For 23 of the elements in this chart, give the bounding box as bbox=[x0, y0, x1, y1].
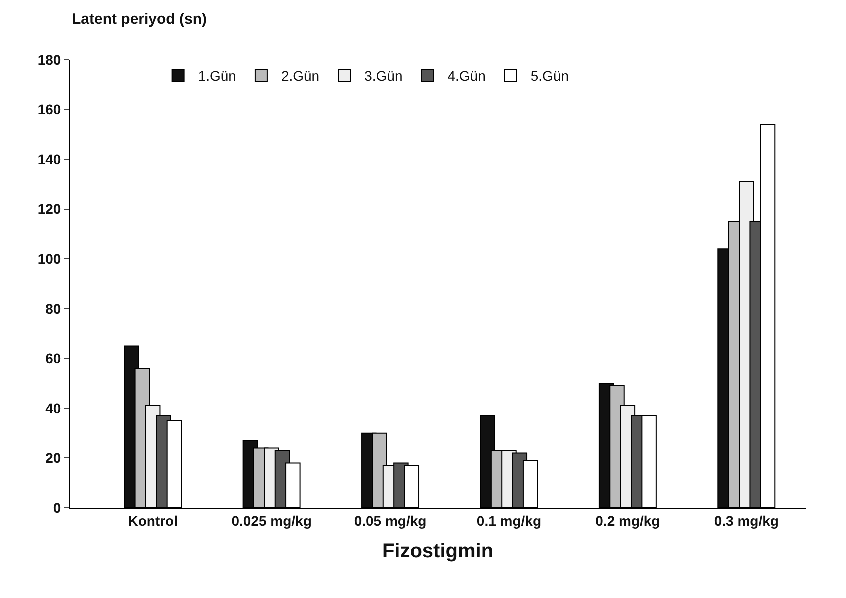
x-tick-label: 0.1 mg/kg bbox=[476, 512, 542, 529]
y-axis-title: Latent periyod (sn) bbox=[72, 11, 208, 28]
x-tick-label: 0.3 mg/kg bbox=[714, 512, 779, 529]
y-tick-label: 140 bbox=[38, 151, 62, 168]
legend-label: 2.Gün bbox=[281, 68, 320, 84]
legend-label: 5.Gün bbox=[530, 68, 570, 84]
y-tick-label: 0 bbox=[53, 500, 62, 516]
x-tick-label: 0.025 mg/kg bbox=[232, 512, 312, 529]
y-tick-label: 120 bbox=[38, 201, 62, 218]
legend-label: 1.Gün bbox=[198, 68, 236, 84]
y-tick-label: 160 bbox=[38, 102, 62, 118]
y-tick-label: 40 bbox=[46, 400, 62, 416]
y-tick-label: 60 bbox=[46, 350, 62, 367]
x-tick-label: 0.2 mg/kg bbox=[596, 512, 660, 529]
legend-label: 4.Gün bbox=[448, 68, 486, 84]
x-tick-label: Kontrol bbox=[128, 512, 178, 529]
y-tick-label: 100 bbox=[38, 251, 62, 268]
x-axis-title: Fizostigmin bbox=[382, 540, 494, 562]
x-tick-label: 0.05 mg/kg bbox=[354, 512, 427, 529]
legend-label: 3.Gün bbox=[364, 68, 403, 84]
y-tick-label: 20 bbox=[46, 450, 62, 466]
y-tick-label: 180 bbox=[38, 52, 62, 68]
y-tick-label: 80 bbox=[46, 300, 62, 317]
